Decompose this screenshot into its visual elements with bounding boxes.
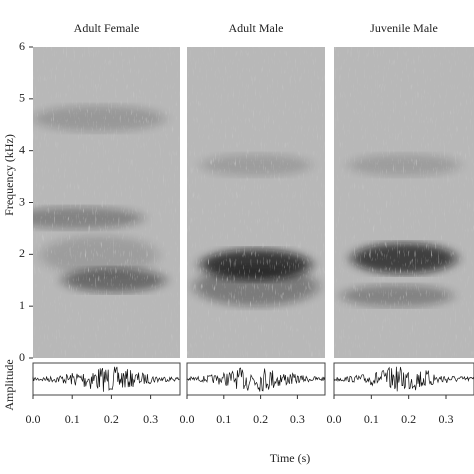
x-tick-label: 0.3 [439,412,454,426]
panel-title: Juvenile Male [370,21,438,35]
spectrogram [334,47,474,358]
x-tick-label: 0.0 [327,412,342,426]
waveform [32,366,180,392]
spectrogram [33,47,180,358]
y-tick-label: 0 [19,350,25,364]
x-tick-label: 0.1 [216,412,231,426]
x-axis-label: Time (s) [270,451,311,465]
y-tick-label: 3 [19,194,25,208]
x-tick-label: 0.2 [253,412,268,426]
spectrogram-noise [187,47,325,358]
x-tick-label: 0.3 [143,412,158,426]
waveform [186,367,325,392]
y-tick-label: 1 [19,298,25,312]
x-tick-label: 0.0 [180,412,195,426]
spectrogram-noise [334,47,474,358]
y-axis-label: Frequency (kHz) [2,134,16,216]
y-tick-label: 2 [19,246,25,260]
waveform [333,366,474,392]
panel-title: Adult Female [74,21,140,35]
x-tick-label: 0.3 [290,412,305,426]
spectrogram [187,47,325,358]
x-tick-label: 0.2 [401,412,416,426]
x-tick-label: 0.1 [65,412,80,426]
y-tick-label: 5 [19,91,25,105]
y-tick-label: 4 [19,142,25,156]
x-tick-label: 0.1 [364,412,379,426]
x-tick-label: 0.2 [104,412,119,426]
spectrogram-noise [33,47,180,358]
y-tick-label: 6 [19,39,25,53]
panel-title: Adult Male [229,21,284,35]
amplitude-label: Amplitude [2,359,16,410]
x-tick-label: 0.0 [26,412,41,426]
